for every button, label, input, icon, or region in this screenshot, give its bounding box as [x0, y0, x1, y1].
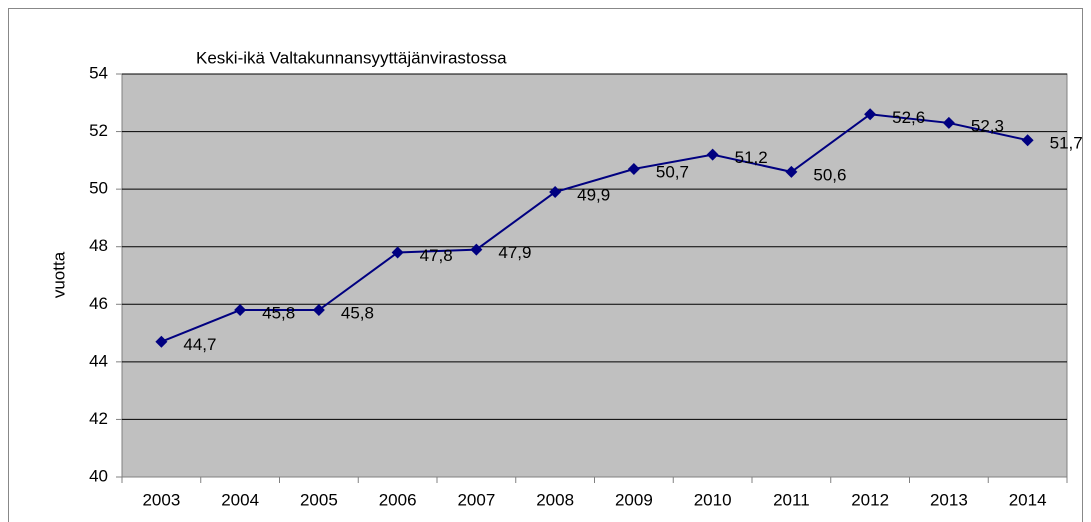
data-point	[470, 243, 483, 256]
data-label: 49,9	[577, 186, 610, 205]
y-tick-label: 48	[89, 236, 108, 255]
data-line	[161, 113, 1028, 343]
data-point	[627, 162, 640, 175]
plot-area	[121, 73, 1068, 478]
x-tick-label: 2014	[1009, 490, 1047, 509]
data-label: 45,8	[341, 304, 374, 323]
y-axis-label: vuotta	[49, 251, 68, 298]
data-point	[1021, 134, 1034, 147]
x-tick-label: 2008	[536, 490, 574, 509]
x-tick-label: 2003	[142, 490, 180, 509]
data-point	[864, 108, 877, 121]
chart-title: Keski-ikä Valtakunnansyyttäjänvirastossa	[196, 48, 507, 67]
data-point	[549, 186, 562, 199]
y-tick-label: 50	[89, 179, 108, 198]
data-point	[942, 116, 955, 129]
data-point	[312, 304, 325, 317]
data-label: 52,3	[971, 116, 1004, 135]
x-tick-label: 2004	[221, 490, 259, 509]
data-point	[706, 148, 719, 161]
x-tick-label: 2009	[615, 490, 653, 509]
data-label: 45,8	[262, 304, 295, 323]
data-label: 51,7	[1050, 134, 1083, 153]
y-tick-label: 42	[89, 409, 108, 428]
x-tick-label: 2013	[930, 490, 968, 509]
data-label: 50,6	[813, 165, 846, 184]
y-tick-label: 52	[89, 121, 108, 140]
data-label: 47,8	[420, 246, 453, 265]
data-point	[234, 304, 247, 317]
data-label: 51,2	[735, 148, 768, 167]
data-label: 50,7	[656, 162, 689, 181]
x-tick-label: 2011	[773, 490, 810, 509]
y-tick-label: 46	[89, 294, 108, 313]
y-tick-label: 40	[89, 466, 108, 485]
x-tick-label: 2005	[300, 490, 338, 509]
x-tick-label: 2012	[851, 490, 889, 509]
x-tick-label: 2007	[457, 490, 495, 509]
y-tick-label: 44	[89, 351, 108, 370]
x-tick-label: 2010	[694, 490, 732, 509]
data-point	[155, 335, 168, 348]
y-tick-label: 54	[89, 63, 108, 82]
data-label: 47,9	[498, 243, 531, 262]
data-label: 44,7	[183, 335, 216, 354]
x-tick-label: 2006	[379, 490, 417, 509]
data-label: 52,6	[892, 108, 925, 127]
data-point	[785, 165, 798, 178]
data-point	[391, 246, 404, 259]
